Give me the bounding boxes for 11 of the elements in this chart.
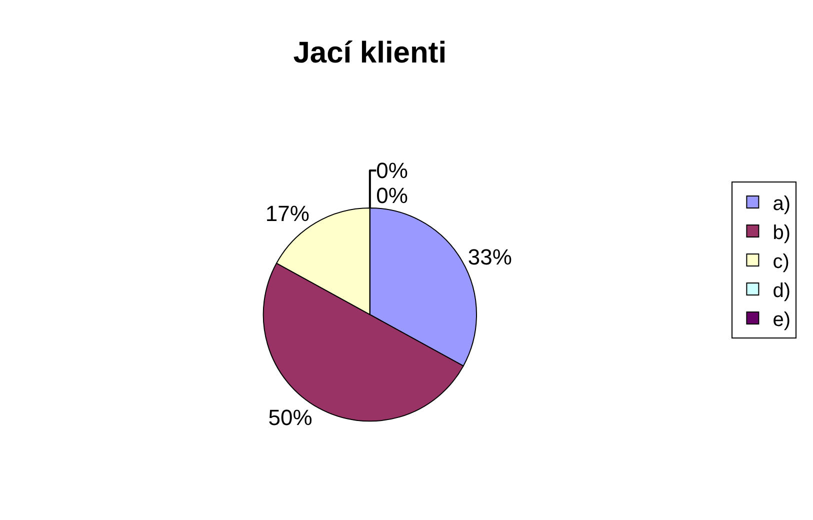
text: 0%	[376, 183, 408, 208]
chart-title: Jací klienti	[293, 36, 447, 70]
text: 0%	[376, 158, 408, 183]
data-label: 17%	[265, 201, 310, 226]
legend-label: b)	[772, 222, 790, 244]
data-label: 33%	[468, 244, 512, 270]
data-label: 50%	[268, 405, 312, 430]
legend-label: c)	[772, 250, 790, 273]
legend-label: d)	[772, 280, 790, 302]
legend-label: a)	[772, 192, 790, 215]
legend-label: e)	[772, 308, 790, 331]
